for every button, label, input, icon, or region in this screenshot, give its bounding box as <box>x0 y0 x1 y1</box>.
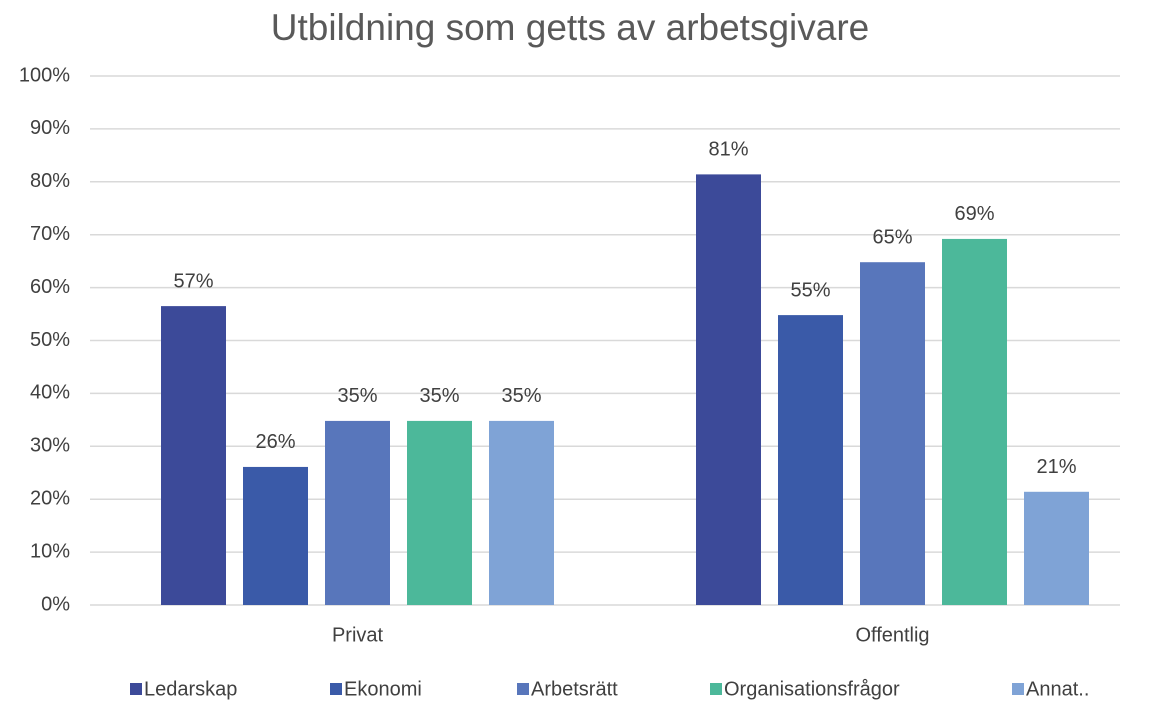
data-label: 35% <box>501 385 541 407</box>
data-label: 81% <box>708 139 748 161</box>
chart-title: Utbildning som getts av arbetsgivare <box>271 7 869 48</box>
y-tick-label: 60% <box>30 276 70 298</box>
y-tick-label: 20% <box>30 487 70 509</box>
data-label: 55% <box>790 279 830 301</box>
x-tick-label: Offentlig <box>855 624 929 646</box>
bar <box>407 420 472 605</box>
legend-swatch <box>1012 683 1024 695</box>
legend-label: Ekonomi <box>344 678 422 700</box>
data-label: 57% <box>173 270 213 292</box>
bar <box>243 466 308 605</box>
legend-label: Arbetsrätt <box>531 678 618 700</box>
legend-label: Organisationsfrågor <box>724 678 900 700</box>
y-tick-label: 40% <box>30 382 70 404</box>
data-label: 21% <box>1036 456 1076 478</box>
bar <box>325 420 390 605</box>
legend-swatch <box>517 683 529 695</box>
legend-swatch <box>330 683 342 695</box>
y-tick-label: 30% <box>30 435 70 457</box>
y-tick-label: 90% <box>30 117 70 139</box>
y-tick-label: 10% <box>30 540 70 562</box>
legend-label: Ledarskap <box>144 678 237 700</box>
bar <box>489 420 554 605</box>
legend-swatch <box>710 683 722 695</box>
bar <box>778 315 843 605</box>
data-label: 35% <box>419 385 459 407</box>
y-tick-label: 70% <box>30 223 70 245</box>
legend-swatch <box>130 683 142 695</box>
data-label: 26% <box>255 431 295 453</box>
y-tick-label: 50% <box>30 329 70 351</box>
x-tick-label: Privat <box>332 624 384 646</box>
bar <box>860 262 925 605</box>
bar <box>161 306 226 605</box>
bar <box>1024 491 1089 605</box>
data-label: 65% <box>872 226 912 248</box>
data-label: 35% <box>337 385 377 407</box>
bar <box>942 238 1007 605</box>
legend-label: Annat.. <box>1026 678 1089 700</box>
bar <box>696 174 761 606</box>
data-label: 69% <box>954 203 994 225</box>
y-tick-label: 100% <box>19 64 70 86</box>
y-tick-label: 80% <box>30 170 70 192</box>
y-tick-label: 0% <box>41 593 70 615</box>
